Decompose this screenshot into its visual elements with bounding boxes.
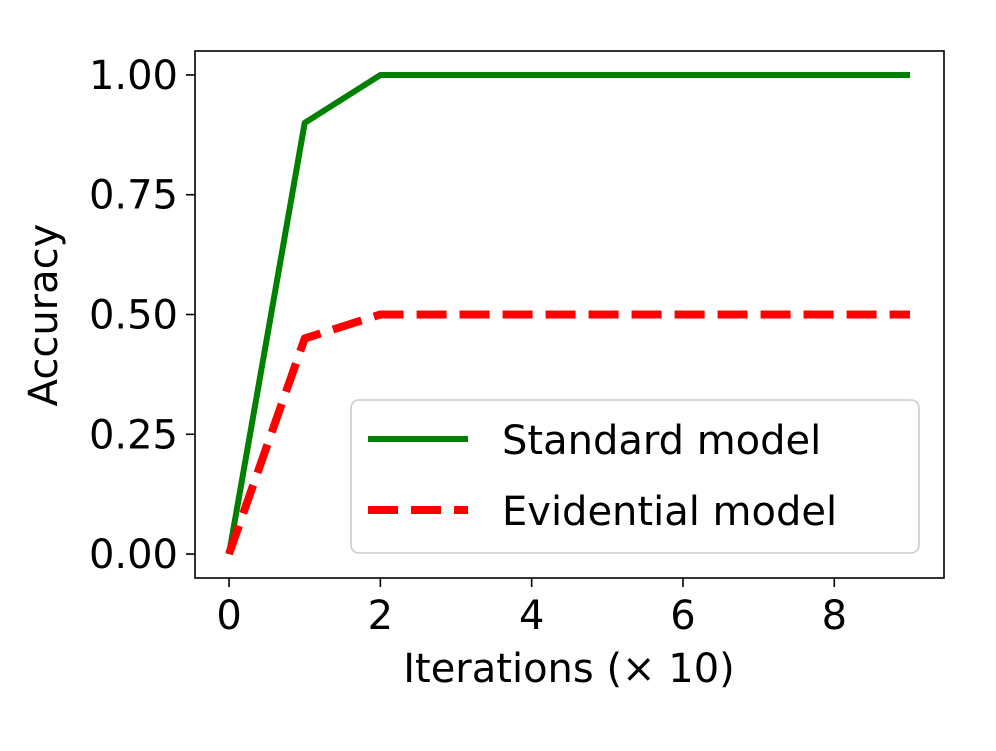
y-tick-label: 0.25 [89, 412, 178, 458]
plot-area-frame [194, 50, 945, 579]
y-tick-label: 0.00 [89, 532, 178, 578]
x-tick-label: 0 [216, 593, 241, 639]
series-line-standard-model [226, 72, 910, 555]
y-axis-label: Accuracy [21, 224, 67, 407]
y-tick-label: 1.00 [89, 53, 178, 99]
legend: Standard model Evidential model [350, 399, 920, 554]
legend-label-evidential-model: Evidential model [502, 489, 837, 535]
axis-ticks: 0 2 4 6 8 0.00 0.25 0.50 0.75 1.00 [89, 53, 847, 639]
x-tick-label: 8 [822, 593, 847, 639]
x-axis-label: Iterations (× 10) [403, 646, 735, 692]
x-tick-label: 2 [368, 593, 393, 639]
y-tick-label: 0.75 [89, 173, 178, 219]
series-line-evidential-model [225, 310, 910, 556]
y-tick-label: 0.50 [89, 293, 178, 339]
legend-label-standard-model: Standard model [502, 418, 821, 464]
data-series [225, 72, 910, 556]
x-tick-label: 4 [519, 593, 544, 639]
legend-box [350, 399, 920, 554]
x-tick-label: 6 [670, 593, 695, 639]
